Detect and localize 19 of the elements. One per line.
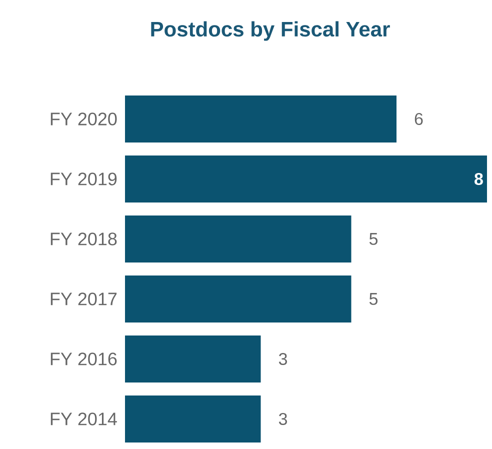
bar: [125, 215, 352, 262]
y-tick-label: FY 2016: [50, 352, 117, 366]
data-label: 8: [474, 172, 483, 186]
bar: [125, 275, 352, 322]
data-label: 6: [414, 112, 423, 126]
bar: [125, 155, 487, 202]
y-tick-label: FY 2020: [50, 112, 117, 126]
data-label: 5: [369, 293, 378, 305]
y-tick-label: FY 2014: [50, 412, 117, 426]
y-tick-label: FY 2017: [50, 292, 117, 306]
bar: [125, 95, 396, 142]
chart-title: Postdocs by Fiscal Year: [151, 21, 390, 41]
bar: [125, 335, 261, 382]
y-tick-label: FY 2018: [50, 232, 117, 246]
data-label: 3: [278, 412, 287, 426]
data-label: 3: [278, 352, 287, 366]
data-label: 5: [369, 233, 378, 245]
y-tick-label: FY 2019: [50, 172, 117, 186]
bar: [125, 395, 261, 442]
